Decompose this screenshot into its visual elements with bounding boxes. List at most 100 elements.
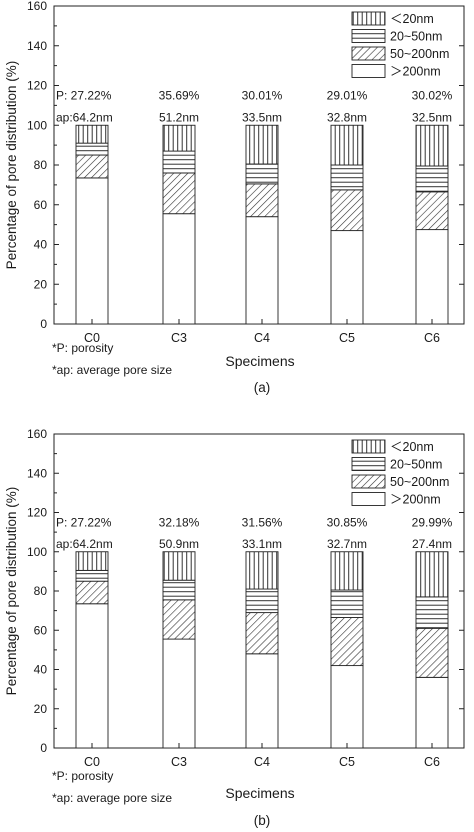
- y-tick-label: 20: [34, 277, 48, 291]
- bar-segment-c5-blank: [330, 665, 364, 749]
- bar-segment-c4-horizontal-lines: [245, 163, 279, 185]
- y-tick-label: 100: [27, 118, 47, 132]
- y-tick-label: 140: [27, 466, 47, 480]
- x-axis-label: Specimens: [225, 353, 294, 369]
- y-tick-label: 100: [27, 545, 47, 559]
- bar-segment-c6-horizontal-lines: [415, 596, 449, 629]
- porosity-label: P: 27.22%: [56, 88, 112, 102]
- bar-segment-c3-diagonal-hatch: [162, 172, 196, 215]
- legend-label: ＞200nm: [390, 65, 441, 79]
- bar-segment-c6-blank: [415, 676, 449, 749]
- y-tick-label: 160: [27, 427, 47, 441]
- pore-size-label: ap:64.2nm: [56, 110, 113, 124]
- legend-label: 20~50nm: [390, 458, 442, 472]
- bar-segment-c0-blank: [75, 177, 109, 325]
- bar-segment-c0-diagonal-hatch: [75, 154, 109, 179]
- bar-segment-c4-blank: [245, 653, 279, 749]
- pore-size-label: 33.5nm: [242, 110, 282, 124]
- bar-segment-c3-horizontal-lines: [162, 150, 196, 174]
- bar-segment-c4-horizontal-lines: [245, 588, 279, 614]
- bar-segment-c5-diagonal-hatch: [330, 189, 364, 232]
- pore-size-label: 51.2nm: [159, 110, 199, 124]
- bar-segment-c4-blank: [245, 216, 279, 325]
- y-axis-label: Percentage of pore distribution (%): [4, 61, 19, 270]
- porosity-label: 30.85%: [327, 515, 368, 529]
- bar-segment-c5-diagonal-hatch: [330, 617, 364, 667]
- x-tick-label: C4: [254, 331, 270, 345]
- pore-size-label: 27.4nm: [412, 537, 452, 551]
- y-axis-label: Percentage of pore distribution (%): [4, 487, 19, 696]
- legend-label: 50~200nm: [390, 475, 449, 489]
- bar-segment-c6-diagonal-hatch: [415, 627, 449, 678]
- y-tick-label: 60: [34, 623, 48, 637]
- legend-label: ＜20nm: [390, 12, 434, 26]
- porosity-label: 29.01%: [327, 88, 368, 102]
- y-tick-label: 160: [27, 0, 47, 13]
- legend-label: ＜20nm: [390, 440, 434, 454]
- y-tick-label: 120: [27, 506, 47, 520]
- y-tick-label: 0: [40, 741, 47, 755]
- porosity-label: P: 27.22%: [56, 515, 112, 529]
- bar-segment-c0-horizontal-lines: [75, 142, 109, 156]
- bar-segment-c6-vertical-lines: [415, 551, 449, 598]
- x-tick-label: C5: [339, 755, 355, 769]
- x-tick-label: C3: [171, 755, 187, 769]
- bar-segment-c3-blank: [162, 638, 196, 749]
- bar-segment-c6-diagonal-hatch: [415, 191, 449, 231]
- legend-swatch-vertical-lines: [351, 439, 386, 454]
- note-average-pore-size: *ap: average pore size: [52, 791, 172, 805]
- bar-segment-c4-vertical-lines: [245, 124, 279, 165]
- y-tick-label: 140: [27, 39, 47, 53]
- pore-size-label: 32.8nm: [327, 110, 367, 124]
- bar-segment-c6-blank: [415, 229, 449, 325]
- x-tick-label: C0: [84, 331, 100, 345]
- legend-label: 50~200nm: [390, 47, 449, 61]
- bar-segment-c3-vertical-lines: [162, 124, 196, 152]
- note-porosity: *P: porosity: [52, 769, 113, 783]
- bar-segment-c0-diagonal-hatch: [75, 580, 109, 605]
- bar-segment-c6-vertical-lines: [415, 124, 449, 167]
- note-porosity: *P: porosity: [52, 341, 113, 355]
- pore-size-label: ap:64.2nm: [56, 537, 113, 551]
- y-tick-label: 40: [34, 663, 48, 677]
- bar-segment-c4-diagonal-hatch: [245, 183, 279, 218]
- panel-label: (a): [254, 380, 271, 395]
- x-axis-label: Specimens: [225, 785, 294, 801]
- legend-swatch-blank: [351, 64, 386, 78]
- x-tick-label: C5: [339, 331, 355, 345]
- legend-label: ＞200nm: [390, 493, 441, 507]
- porosity-label: 29.99%: [412, 515, 453, 529]
- x-tick-label: C0: [84, 755, 100, 769]
- legend-label: 20~50nm: [390, 30, 442, 44]
- x-tick-label: C6: [424, 331, 440, 345]
- pore-size-label: 32.5nm: [412, 110, 452, 124]
- y-tick-label: 120: [27, 79, 47, 93]
- y-tick-label: 20: [34, 702, 48, 716]
- y-tick-label: 80: [34, 158, 48, 172]
- legend-swatch-diagonal-hatch: [351, 474, 386, 489]
- legend-swatch-diagonal-hatch: [351, 46, 386, 61]
- porosity-label: 35.69%: [159, 88, 200, 102]
- y-tick-label: 40: [34, 238, 48, 252]
- pore-size-label: 32.7nm: [327, 537, 367, 551]
- bar-segment-c0-vertical-lines: [75, 551, 109, 571]
- pore-size-label: 33.1nm: [242, 537, 282, 551]
- bar-segment-c6-horizontal-lines: [415, 165, 449, 193]
- x-tick-label: C3: [171, 331, 187, 345]
- bar-segment-c5-horizontal-lines: [330, 589, 364, 618]
- chart-panel-2: 0 20 40 60 80 100 120 140 160 Percentage of pore …: [4, 427, 465, 828]
- bar-segment-c5-vertical-lines: [330, 551, 364, 591]
- legend-swatch-blank: [351, 492, 386, 506]
- bar-segment-c0-horizontal-lines: [75, 569, 109, 582]
- y-tick-label: 0: [40, 317, 47, 331]
- porosity-label: 30.01%: [242, 88, 283, 102]
- panel-label: (b): [254, 813, 271, 828]
- chart-panel-1: 0 20 40 60 80 100 120 140 160 Percentage of pore …: [4, 0, 465, 395]
- bar-segment-c3-blank: [162, 213, 196, 325]
- bar-segment-c0-blank: [75, 603, 109, 749]
- porosity-label: 32.18%: [159, 515, 200, 529]
- x-tick-label: C6: [424, 755, 440, 769]
- x-tick-label: C4: [254, 755, 270, 769]
- bar-segment-c5-vertical-lines: [330, 124, 364, 166]
